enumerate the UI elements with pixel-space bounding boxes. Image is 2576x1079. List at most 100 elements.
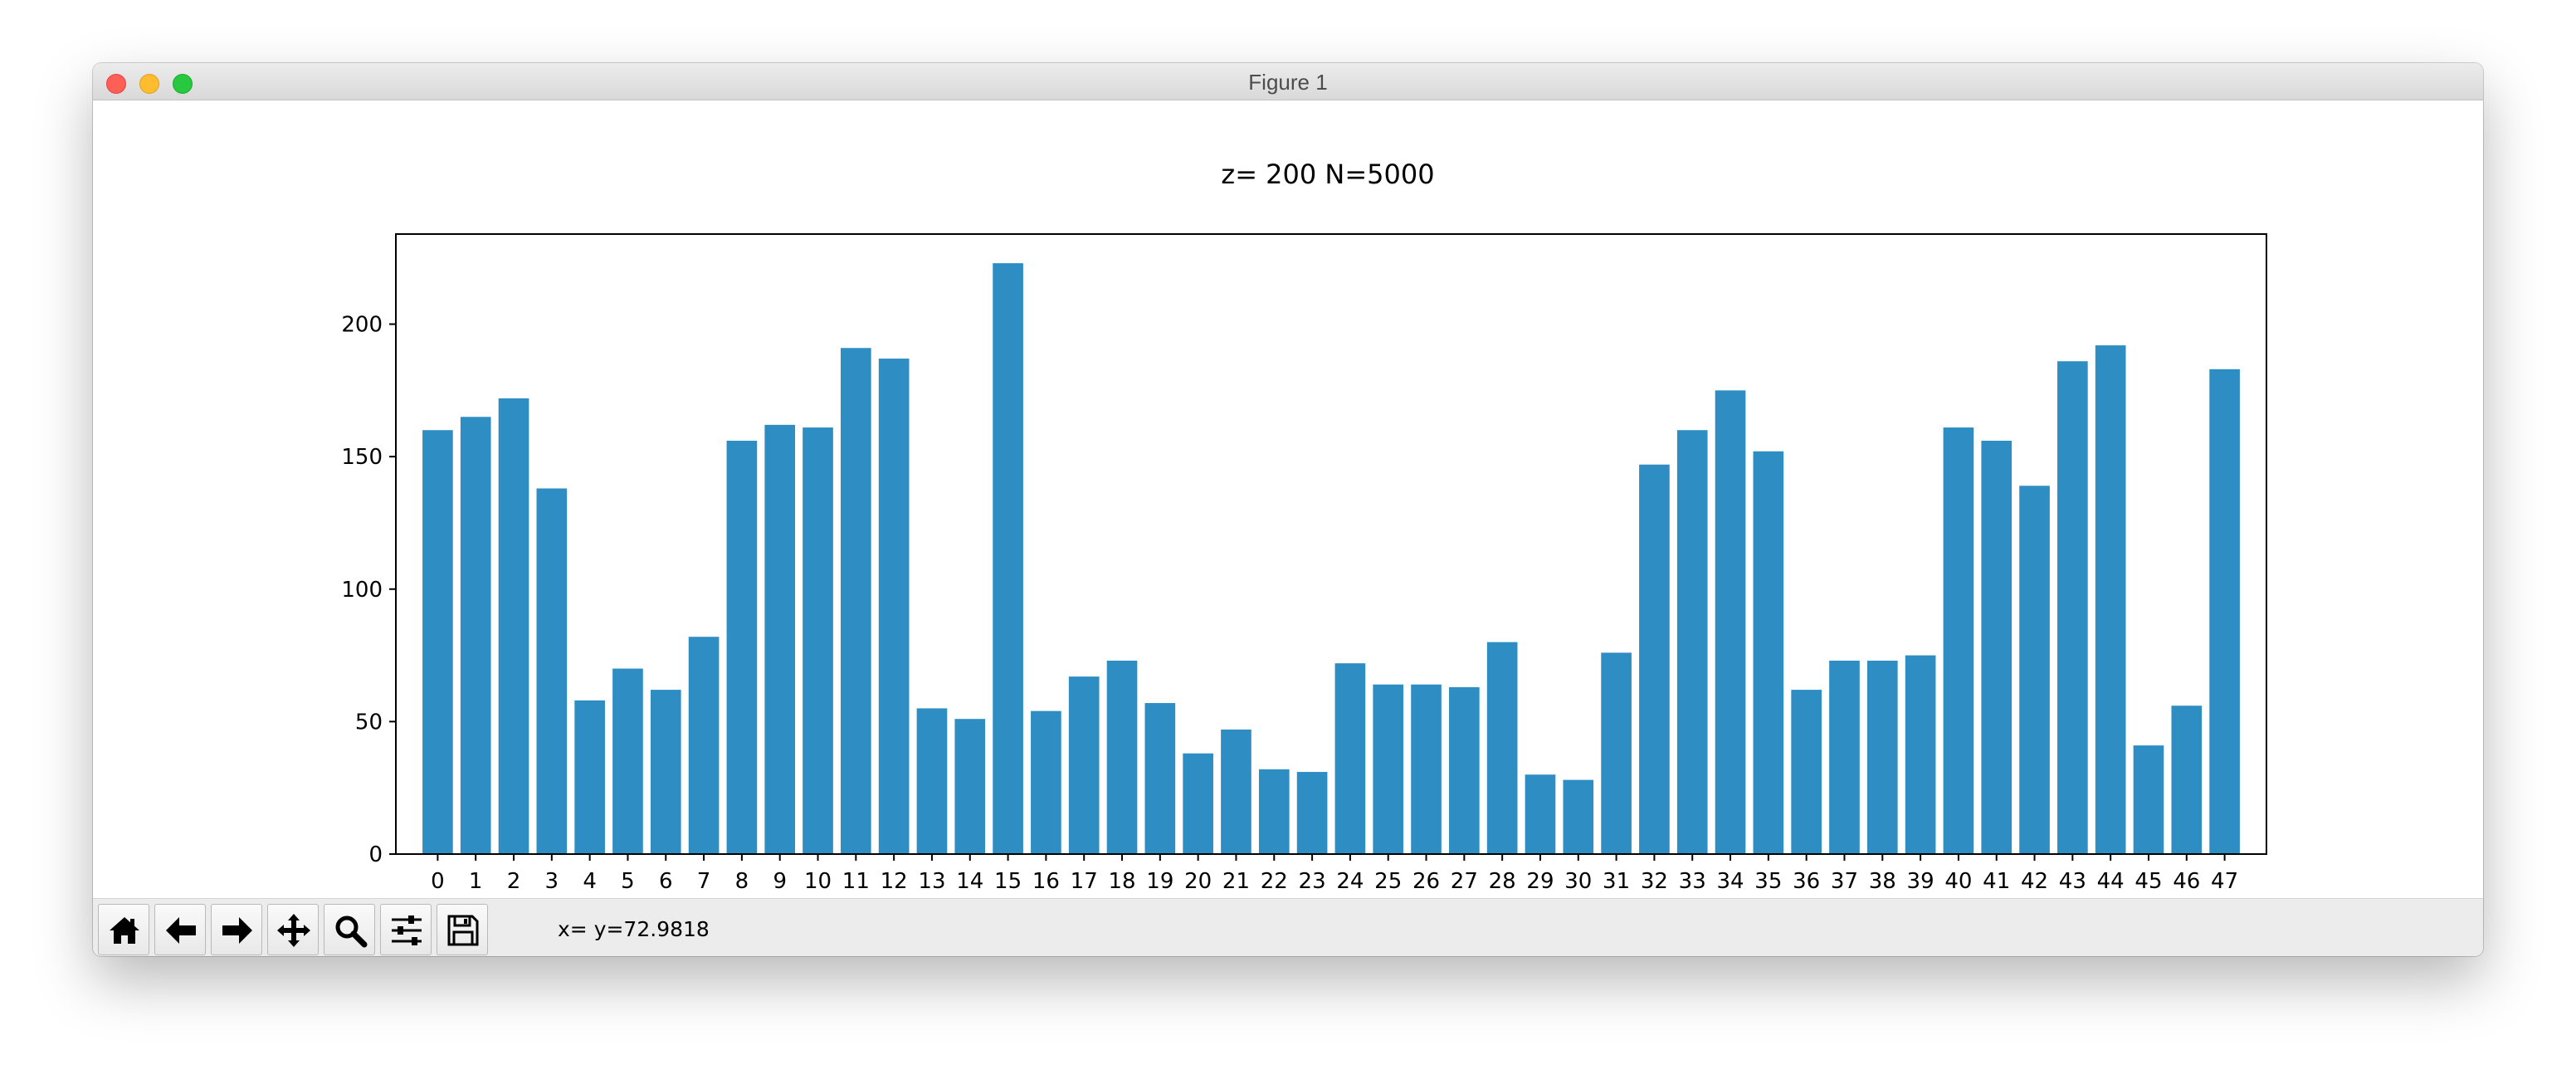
home-icon [110,917,139,944]
save-button[interactable] [437,904,488,955]
bar-13 [916,708,948,854]
bar-42 [2019,486,2050,854]
x-tick-label: 20 [1184,869,1212,894]
bar-36 [1791,690,1822,854]
x-tick-label: 21 [1222,869,1250,894]
bar-31 [1601,652,1632,854]
bar-25 [1373,684,1404,854]
bar-30 [1563,779,1594,854]
x-tick-label: 4 [583,869,597,894]
x-tick-label: 41 [1983,869,2010,894]
save-icon [447,915,479,946]
cursor-coordinates: x= y=72.9818 [558,917,710,941]
bar-37 [1829,660,1860,854]
bar-18 [1106,660,1138,854]
x-tick-label: 39 [1907,869,1934,894]
window-title: Figure 1 [1248,70,1328,95]
x-tick-label: 44 [2097,869,2125,894]
bar-4 [574,700,605,854]
bar-32 [1639,464,1670,854]
x-tick-label: 13 [918,869,945,894]
bar-21 [1221,729,1251,854]
figure-canvas: z= 200 N=5000 0 50 100 150 200 0 1 2 3 4 5 6 7 8 9 10 1… [93,100,2483,898]
bar-22 [1258,769,1290,854]
x-tick-label: 34 [1716,869,1744,894]
x-tick-label: 36 [1793,869,1820,894]
bar-41 [1981,441,2013,854]
x-tick-label: 40 [1944,869,1972,894]
x-tick-label: 7 [697,869,711,894]
y-tick-label: 150 [341,445,383,470]
x-tick-label: 8 [735,869,749,894]
x-tick-label: 17 [1071,869,1098,894]
x-tick-label: 16 [1032,869,1060,894]
bar-28 [1486,642,1518,854]
x-tick-label: 6 [659,869,673,894]
bar-19 [1144,703,1176,854]
bar-14 [954,719,986,854]
x-tick-label: 25 [1374,869,1402,894]
x-tick-label: 45 [2134,869,2162,894]
minimize-window-button[interactable] [139,74,159,94]
title-bar: Figure 1 [93,63,2483,100]
y-tick-label: 200 [341,313,383,338]
x-tick-label: 14 [956,869,983,894]
bar-0 [422,430,453,854]
bar-43 [2057,361,2088,855]
zoom-button[interactable] [324,904,375,955]
y-axis: 0 50 100 150 200 [341,313,396,867]
maximize-window-button[interactable] [173,74,193,94]
bar-1 [460,417,491,854]
bar-2 [498,398,529,854]
x-tick-label: 37 [1831,869,1858,894]
x-tick-label: 9 [773,869,787,894]
bar-26 [1411,684,1442,854]
x-tick-label: 12 [881,869,908,894]
close-window-button[interactable] [106,74,126,94]
x-tick-label: 24 [1336,869,1364,894]
bar-27 [1449,686,1480,854]
axes-frame [395,233,2267,855]
y-tick-label: 50 [355,710,383,735]
move-icon [277,914,310,947]
pan-button[interactable] [267,904,319,955]
bar-40 [1943,427,1974,854]
x-tick-label: 11 [842,869,870,894]
x-tick-label: 0 [431,869,445,894]
bar-33 [1676,430,1708,854]
x-tick-label: 23 [1299,869,1326,894]
x-tick-label: 1 [469,869,483,894]
x-tick-label: 5 [621,869,635,894]
forward-button[interactable] [211,904,262,955]
x-tick-label: 3 [545,869,559,894]
bars-group [422,263,2240,855]
bar-12 [878,359,910,854]
x-tick-label: 22 [1261,869,1288,894]
x-tick-label: 28 [1489,869,1516,894]
x-tick-label: 15 [994,869,1022,894]
x-tick-label: 31 [1603,869,1630,894]
bar-9 [764,424,796,855]
bar-7 [688,637,720,854]
bar-20 [1183,753,1213,854]
arrow-right-icon [222,917,252,944]
configure-subplots-button[interactable] [380,904,432,955]
y-tick-label: 0 [368,842,383,867]
bar-46 [2171,706,2203,854]
back-button[interactable] [154,904,206,955]
bar-6 [650,690,681,854]
x-tick-label: 43 [2059,869,2086,894]
x-tick-label: 46 [2173,869,2200,894]
bar-34 [1715,390,1746,855]
bar-45 [2133,745,2164,854]
bar-47 [2209,369,2240,854]
bar-5 [612,668,643,854]
sliders-icon [392,915,422,945]
x-tick-label: 32 [1641,869,1668,894]
zoom-icon [335,915,368,948]
bar-15 [993,263,1023,854]
home-button[interactable] [98,904,149,955]
x-tick-label: 10 [804,869,832,894]
